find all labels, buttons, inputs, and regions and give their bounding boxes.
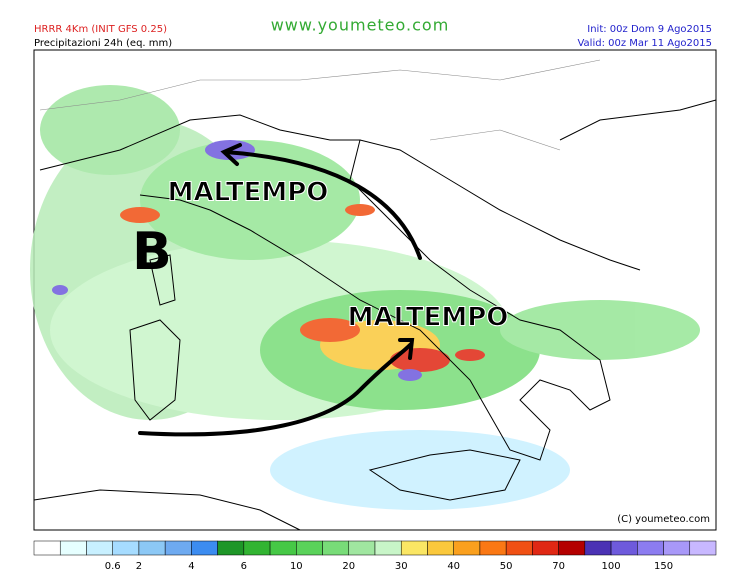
legend-swatch (637, 540, 664, 556)
legend-swatch (322, 540, 350, 556)
legend-swatch (453, 540, 481, 556)
legend-label: 20 (342, 561, 355, 572)
valid-label: Valid: 00z Mar 11 Ago2015 (577, 38, 712, 49)
legend-label: 100 (602, 561, 621, 572)
site-label: www.youmeteo.com (271, 16, 450, 35)
legend-swatch (505, 540, 533, 556)
legend-swatch (374, 540, 402, 556)
legend-label: 40 (447, 561, 460, 572)
legend-swatch (400, 540, 428, 556)
legend-label: 2 (136, 561, 142, 572)
legend-label: 50 (500, 561, 513, 572)
legend-label: 70 (552, 561, 565, 572)
legend-swatch (296, 540, 323, 556)
copyright: (C) youmeteo.com (617, 514, 710, 525)
legend-swatch (689, 540, 717, 556)
legend-swatch (663, 540, 691, 556)
legend-label: 6 (241, 561, 247, 572)
legend-swatch (427, 540, 454, 556)
legend-swatch (138, 540, 166, 556)
legend-swatch (59, 540, 87, 556)
legend-swatch (33, 540, 61, 556)
legend-label: 10 (290, 561, 303, 572)
annotation-north: MALTEMPO (168, 178, 329, 208)
legend-swatch (86, 540, 113, 556)
legend-swatch (584, 540, 612, 556)
product-label: Precipitazioni 24h (eq. mm) (34, 38, 172, 49)
legend-swatch (479, 540, 507, 556)
map-area: MALTEMPO B MALTEMPO (C) youmeteo.com (30, 49, 717, 531)
legend-swatch (348, 540, 376, 556)
legend-label: 4 (188, 561, 194, 572)
legend-swatch (269, 540, 297, 556)
legend-swatch (217, 540, 245, 556)
legend-label: 0.6 (105, 561, 121, 572)
legend-swatch (532, 540, 559, 556)
annotation-low: B (132, 222, 172, 282)
init-label: Init: 00z Dom 9 Ago2015 (587, 24, 712, 35)
legend-swatch (610, 540, 638, 556)
model-label: HRRR 4Km (INIT GFS 0.25) (34, 24, 167, 35)
legend-swatch (243, 540, 271, 556)
annotation-south: MALTEMPO (348, 303, 509, 333)
legend-label: 30 (395, 561, 408, 572)
legend-label: 150 (654, 561, 673, 572)
legend-swatch (191, 540, 218, 556)
legend-swatch (112, 540, 140, 556)
legend-swatch (164, 540, 192, 556)
legend-swatch (558, 540, 586, 556)
